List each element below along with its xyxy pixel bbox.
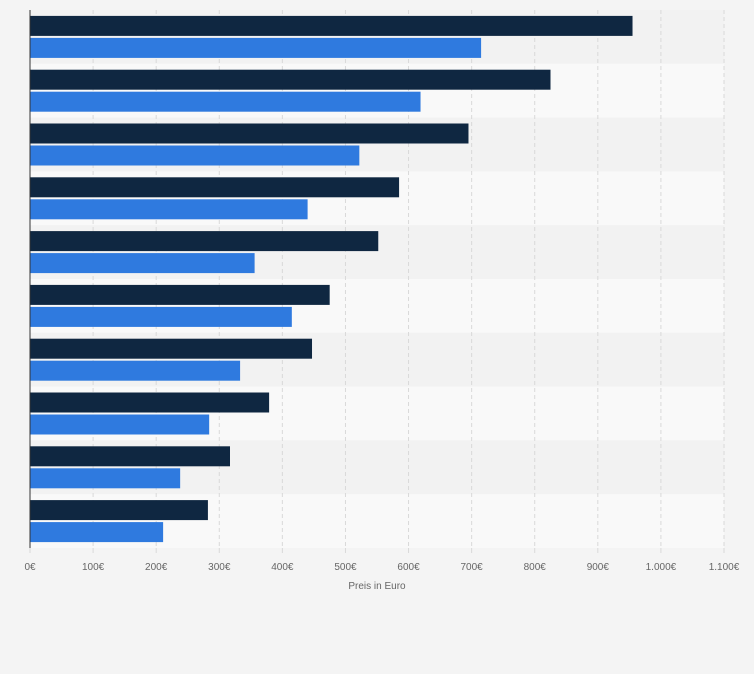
x-tick-label: 700€ <box>461 562 484 573</box>
bar-series-1-row-5 <box>30 231 379 252</box>
x-tick-label: 200€ <box>145 562 168 573</box>
x-tick-label: 100€ <box>82 562 105 573</box>
bar-series-1-row-6 <box>30 284 330 305</box>
bar-series-2-row-9 <box>30 468 181 489</box>
bar-series-2-row-10 <box>30 522 164 543</box>
bar-series-1-row-7 <box>30 338 313 359</box>
bar-series-2-row-5 <box>30 253 255 274</box>
bar-series-2-row-2 <box>30 91 421 112</box>
bar-series-2-row-3 <box>30 145 360 166</box>
bar-series-1-row-10 <box>30 500 208 521</box>
bar-series-1-row-2 <box>30 69 551 90</box>
bar-series-1-row-9 <box>30 446 230 467</box>
bar-series-1-row-3 <box>30 123 469 144</box>
bar-series-1-row-1 <box>30 15 633 36</box>
x-tick-label: 600€ <box>397 562 420 573</box>
bar-series-2-row-1 <box>30 37 482 58</box>
x-tick-label: 500€ <box>334 562 357 573</box>
x-tick-label: 0€ <box>24 562 36 573</box>
x-tick-label: 300€ <box>208 562 231 573</box>
bar-series-2-row-4 <box>30 199 308 220</box>
bar-series-2-row-6 <box>30 306 292 327</box>
x-tick-label: 1.100€ <box>709 562 740 573</box>
bar-series-2-row-8 <box>30 414 210 435</box>
x-tick-label: 900€ <box>587 562 610 573</box>
x-tick-label: 800€ <box>524 562 547 573</box>
x-tick-label: 1.000€ <box>646 562 677 573</box>
bar-series-1-row-8 <box>30 392 270 413</box>
x-tick-label: 400€ <box>271 562 294 573</box>
x-axis-title: Preis in Euro <box>348 581 406 592</box>
bar-series-1-row-4 <box>30 177 400 198</box>
bar-series-2-row-7 <box>30 360 241 381</box>
